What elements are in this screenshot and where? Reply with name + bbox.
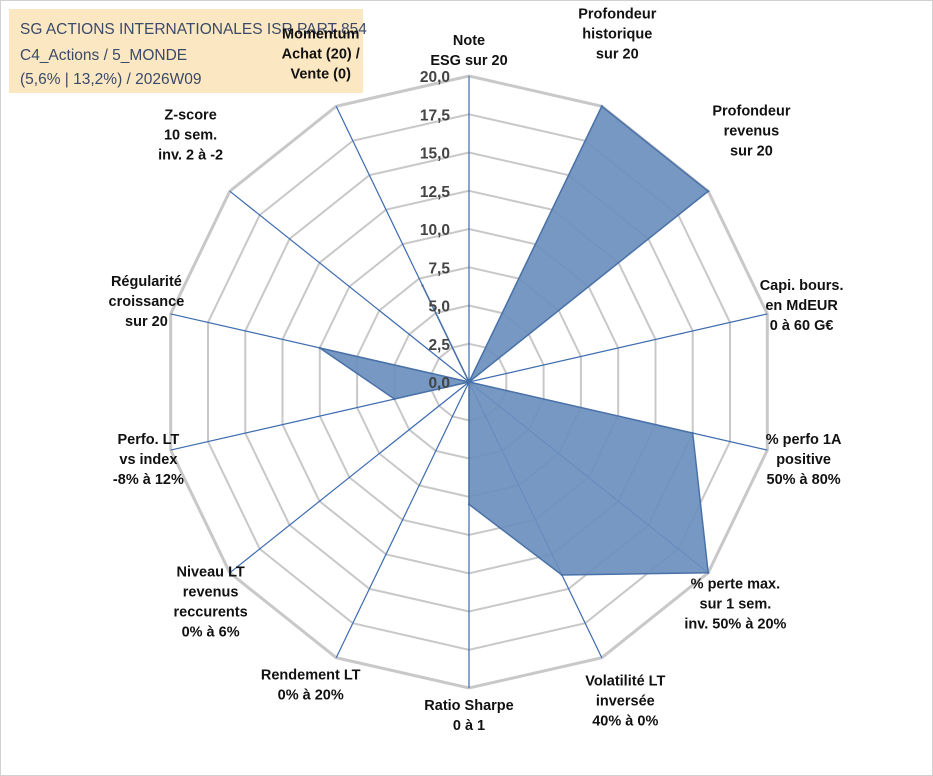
axis-label-11-line-1: croissance <box>109 294 185 310</box>
axis-label-7-line-0: Ratio Sharpe <box>424 698 513 714</box>
axis-label-8: Rendement LT 0% à 20% <box>261 668 361 704</box>
axis-label-2-line-0: Profondeur <box>712 103 790 119</box>
axis-label-6-line-0: Volatilité LT <box>585 674 665 690</box>
axis-label-12: Z-score 10 sem. inv. 2 à -2 <box>158 107 223 163</box>
axis-label-12-line-0: Z-score <box>164 107 216 123</box>
axis-label-3-line-2: 0 à 60 G€ <box>770 318 834 334</box>
tick-label-2: 5,0 <box>428 299 450 316</box>
axis-label-13-line-1: Achat (20) / <box>282 46 360 62</box>
axis-label-4: % perfo 1A positive 50% à 80% <box>766 432 842 488</box>
axis-label-10: Perfo. LT vs index -8% à 12% <box>113 432 184 488</box>
axis-label-8-line-1: 0% à 20% <box>278 688 344 704</box>
spoke-3 <box>468 313 768 383</box>
axis-label-6-line-2: 40% à 0% <box>592 714 658 730</box>
axis-label-13: Momentum Achat (20) / Vente (0) <box>282 26 360 82</box>
tick-label-7: 17,5 <box>420 107 451 124</box>
spoke-9 <box>229 381 470 574</box>
fund-name: SG ACTIONS INTERNATIONALES ISR PART 854 <box>20 21 367 38</box>
axis-label-5-line-2: inv. 50% à 20% <box>684 617 786 633</box>
data-point-11 <box>318 346 321 350</box>
axis-label-8-line-0: Rendement LT <box>261 668 361 684</box>
axis-label-11-line-0: Régularité <box>111 274 182 290</box>
axis-label-10-line-2: -8% à 12% <box>113 472 184 488</box>
axis-label-5: % perte max. sur 1 sem. inv. 50% à 20% <box>684 577 786 633</box>
fund-stats: (5,6% | 13,2%) / 2026W09 <box>20 71 202 88</box>
spoke-12 <box>229 190 470 383</box>
data-point-1 <box>600 105 603 108</box>
radar-axis-labels: Note ESG sur 20 Profondeur historique sur 20… <box>109 6 844 734</box>
tick-label-1: 2,5 <box>428 337 450 354</box>
axis-label-1-line-0: Profondeur <box>578 6 656 22</box>
fund-info-box: SG ACTIONS INTERNATIONALES ISR PART 854 … <box>9 9 367 93</box>
data-point-7 <box>467 503 471 506</box>
axis-label-1-line-1: historique <box>582 26 652 42</box>
axis-label-2-line-1: revenus <box>724 123 780 139</box>
tick-label-3: 7,5 <box>428 260 450 277</box>
axis-label-11-line-2: sur 20 <box>125 314 168 330</box>
data-point-13 <box>421 284 424 287</box>
axis-label-3-line-0: Capi. bours. <box>760 278 844 294</box>
axis-label-11: Régularité croissance sur 20 <box>109 274 185 330</box>
axis-label-1-line-2: sur 20 <box>596 46 639 62</box>
spoke-8 <box>335 381 470 658</box>
data-point-6 <box>560 573 564 577</box>
axis-label-7: Ratio Sharpe 0 à 1 <box>424 698 513 734</box>
axis-label-9-line-0: Niveau LT <box>176 565 244 581</box>
axis-label-2-line-2: sur 20 <box>730 143 773 159</box>
tick-label-0: 0,0 <box>428 375 450 392</box>
axis-label-0-line-1: ESG sur 20 <box>430 53 507 69</box>
axis-label-6: Volatilité LT inversée 40% à 0% <box>585 674 665 730</box>
tick-label-4: 10,0 <box>420 222 450 239</box>
data-point-10 <box>393 397 396 401</box>
axis-label-5-line-1: sur 1 sem. <box>700 597 772 613</box>
tick-label-6: 15,0 <box>420 146 450 163</box>
axis-label-10-line-1: vs index <box>119 452 177 468</box>
axis-label-9-line-3: 0% à 6% <box>182 625 240 641</box>
axis-label-6-line-1: inversée <box>596 694 655 710</box>
axis-label-1: Profondeur historique sur 20 <box>578 6 656 62</box>
tick-label-8: 20,0 <box>420 69 450 86</box>
axis-label-13-line-0: Momentum <box>282 26 359 42</box>
axis-label-9: Niveau LT revenus reccurents 0% à 6% <box>174 565 248 641</box>
axis-label-7-line-1: 0 à 1 <box>453 718 485 734</box>
axis-label-2: Profondeur revenus sur 20 <box>712 103 790 159</box>
radar-area <box>318 105 710 577</box>
axis-label-12-line-1: 10 sem. <box>164 127 217 143</box>
axis-label-0-line-0: Note <box>453 33 485 49</box>
data-point-5 <box>707 571 710 574</box>
axis-label-0: Note ESG sur 20 <box>430 33 507 69</box>
series-area <box>319 105 710 576</box>
axis-label-9-line-2: reccurents <box>174 605 248 621</box>
axis-label-9-line-1: revenus <box>183 585 239 601</box>
axis-label-5-line-0: % perte max. <box>691 577 780 593</box>
axis-label-4-line-1: positive <box>776 452 831 468</box>
axis-label-12-line-2: inv. 2 à -2 <box>158 147 223 163</box>
radar-ticks: 0,0 2,5 5,0 7,5 10,0 12,5 15,0 17,5 20,0 <box>420 69 451 392</box>
data-point-2 <box>707 190 710 193</box>
fund-category: C4_Actions / 5_MONDE <box>20 47 188 64</box>
data-point-12 <box>467 380 471 384</box>
axis-label-4-line-2: 50% à 80% <box>767 472 841 488</box>
axis-label-3-line-1: en MdEUR <box>765 298 838 314</box>
axis-label-13-line-2: Vente (0) <box>290 66 351 82</box>
tick-label-5: 12,5 <box>420 184 451 201</box>
axis-label-10-line-0: Perfo. LT <box>118 432 180 448</box>
axis-label-4-line-0: % perfo 1A <box>766 432 842 448</box>
axis-label-3: Capi. bours. en MdEUR 0 à 60 G€ <box>760 278 844 334</box>
data-point-4 <box>691 431 694 435</box>
